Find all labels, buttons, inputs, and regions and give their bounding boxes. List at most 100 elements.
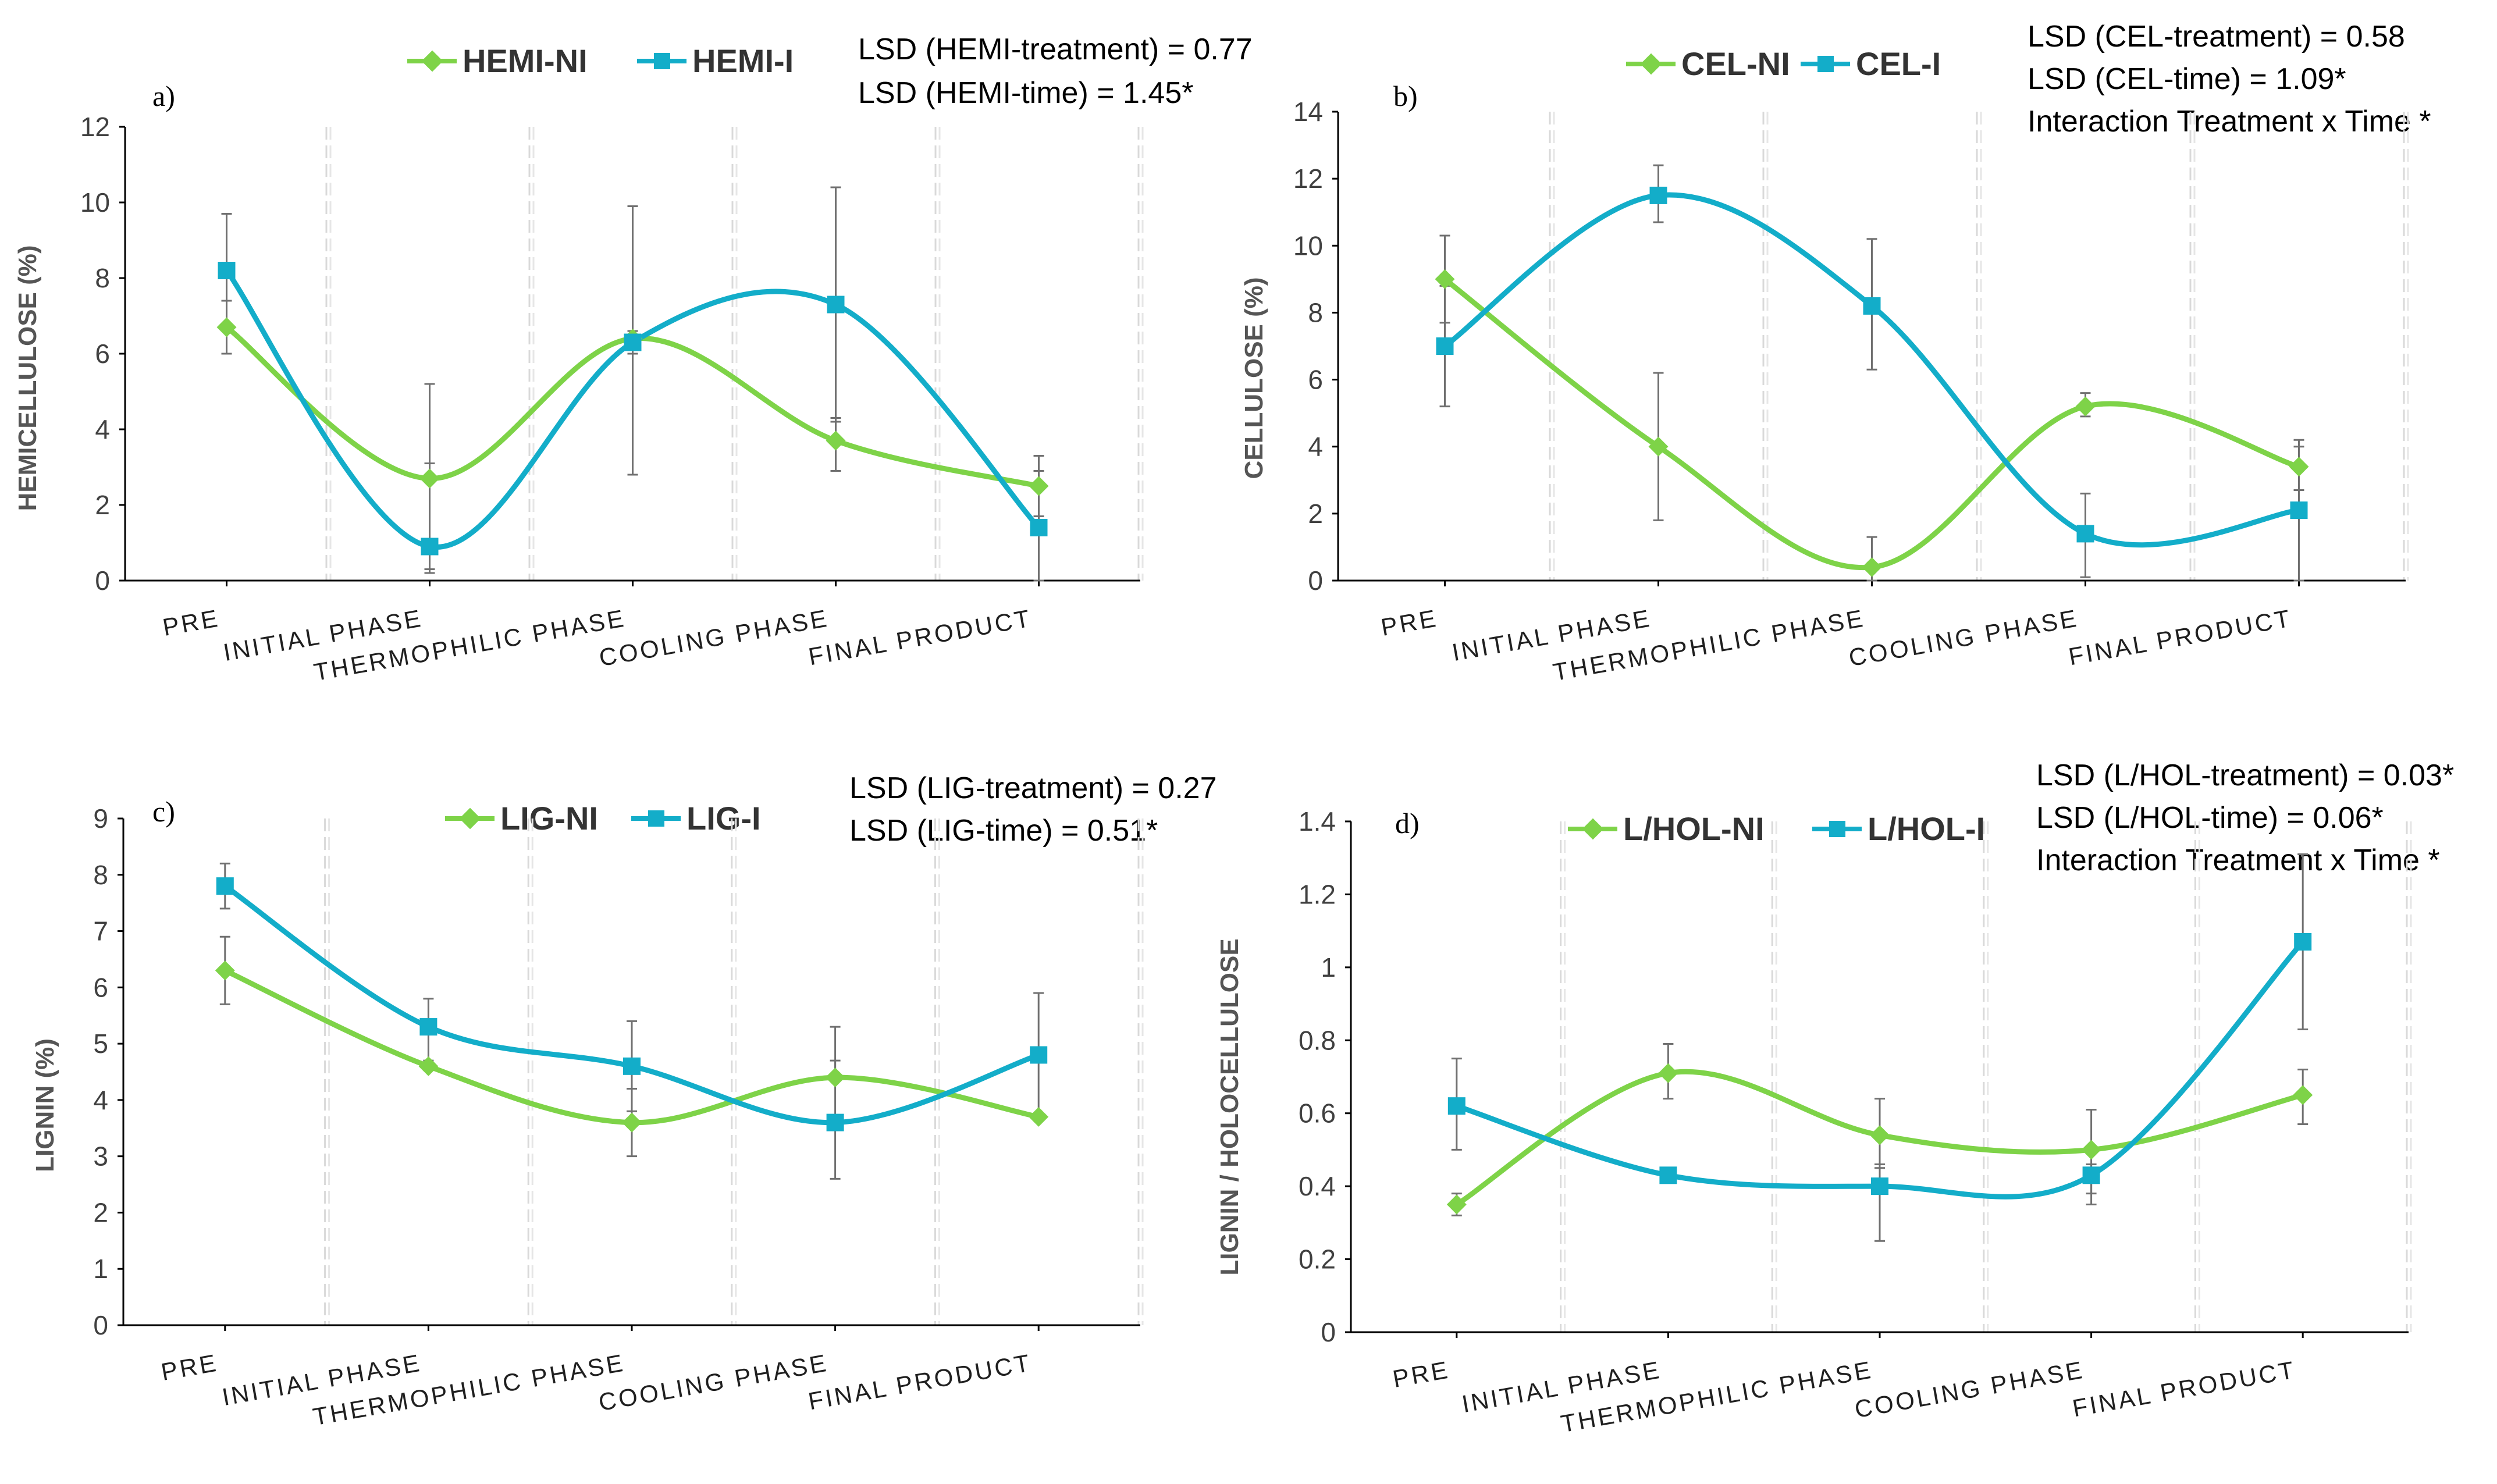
panel-c-y-tick-label: 8 — [93, 860, 108, 890]
panel-b-y-tick-label: 2 — [1308, 499, 1323, 529]
panel-a-lsd-time: LSD (HEMI-time) = 1.45* — [858, 76, 1194, 110]
data-point-l-hol-ni — [1658, 1063, 1678, 1083]
panel-d-legend: L/HOL-NI L/HOL-I — [1568, 810, 1985, 847]
panel-b-label: b) — [1393, 80, 1418, 112]
data-point-l-hol-i — [1659, 1166, 1677, 1184]
panel-c-legend-marker-ni — [459, 807, 481, 830]
panel-c-legend-label-ni: LIG-NI — [500, 800, 598, 837]
panel-c-y-tick-label: 2 — [93, 1197, 108, 1227]
data-point-hemi-ni — [419, 468, 440, 489]
data-point-hemi-i — [827, 296, 845, 314]
panel-a-legend-label-i: HEMI-I — [692, 42, 794, 79]
panel-a-y-tick-label: 6 — [95, 339, 110, 369]
panel-c-y-tick-label: 9 — [93, 803, 108, 834]
panel-c-y-tick-label: 6 — [93, 972, 108, 1002]
data-point-l-hol-ni — [1870, 1125, 1890, 1145]
data-point-lig-ni — [825, 1067, 845, 1088]
panel-d-legend-label-ni: L/HOL-NI — [1623, 810, 1765, 847]
panel-b-y-tick-label: 6 — [1308, 365, 1323, 395]
panel-d-y-tick-label: 0 — [1321, 1317, 1336, 1347]
panel-c-lsd-time: LSD (LIG-time) = 0.51* — [849, 814, 1158, 848]
panel-a-legend-marker-ni — [421, 50, 443, 72]
data-point-cel-i — [2290, 501, 2308, 519]
panel-a-y-tick-label: 12 — [80, 112, 110, 142]
panel-d-y-tick-label: 0.8 — [1299, 1025, 1336, 1055]
data-point-lig-i — [216, 877, 234, 895]
data-point-cel-i — [2076, 525, 2094, 543]
panel-c-y-axis-title: LIGNIN (%) — [31, 1038, 59, 1172]
panel-b-y-tick-label: 14 — [1293, 97, 1323, 127]
panel-d-label: d) — [1395, 807, 1420, 839]
data-point-hemi-ni — [826, 430, 846, 451]
panel-c-legend: LIG-NI LIG-I — [445, 800, 761, 837]
panel-c-lsd-treatment: LSD (LIG-treatment) = 0.27 — [849, 771, 1217, 805]
panel-b-y-tick-label: 8 — [1308, 297, 1323, 328]
panel-a-legend: HEMI-NI HEMI-I — [407, 42, 794, 79]
panel-d-y-tick-label: 0.4 — [1299, 1171, 1336, 1201]
panel-a-y-tick-label: 0 — [95, 565, 110, 596]
panel-b-legend: CEL-NI CEL-I — [1626, 45, 1941, 82]
data-point-lig-i — [419, 1018, 437, 1036]
panel-a-y-axis-title: HEMICELLULOSE (%) — [13, 245, 42, 511]
panel-c-y-tick-label: 3 — [93, 1141, 108, 1172]
panel-c-y-tick-label: 1 — [93, 1254, 108, 1284]
data-point-l-hol-ni — [2081, 1140, 2101, 1160]
panel-c-y-tick-label: 4 — [93, 1085, 108, 1115]
panel-d-legend-label-i: L/HOL-I — [1868, 810, 1985, 847]
panel-a-y-tick-label: 2 — [95, 490, 110, 520]
panel-a-legend-label-ni: HEMI-NI — [463, 42, 588, 79]
panel-c-legend-label-i: LIG-I — [687, 800, 761, 837]
panel-d-y-tick-label: 1 — [1321, 952, 1336, 983]
data-point-hemi-i — [624, 333, 642, 351]
panel-a-y-tick-label: 8 — [95, 263, 110, 293]
panel-c-legend-marker-i — [648, 810, 664, 827]
data-point-lig-i — [1030, 1046, 1048, 1064]
data-point-l-hol-ni — [1446, 1194, 1467, 1215]
panel-b-y-tick-label: 4 — [1308, 432, 1323, 462]
panel-c-label: c) — [152, 795, 175, 828]
data-point-cel-i — [1863, 297, 1881, 315]
data-point-hemi-i — [218, 262, 236, 279]
panel-b-lsd-treatment: LSD (CEL-treatment) = 0.58 — [2028, 20, 2405, 54]
panel-a-legend-marker-i — [654, 53, 670, 69]
data-point-lig-ni — [215, 960, 235, 981]
data-point-l-hol-i — [1871, 1177, 1888, 1195]
panel-b-interaction: Interaction Treatment x Time * — [2028, 105, 2431, 138]
panel-d-legend-marker-ni — [1582, 818, 1604, 840]
panel-c-y-tick-label: 0 — [93, 1310, 108, 1340]
data-point-hemi-ni — [216, 317, 237, 337]
panel-b-legend-marker-ni — [1640, 53, 1662, 75]
panel-c-y-tick-label: 5 — [93, 1029, 108, 1059]
panel-b-legend-label-ni: CEL-NI — [1681, 45, 1790, 82]
data-point-cel-i — [1649, 186, 1667, 204]
panel-a-lsd-treatment: LSD (HEMI-treatment) = 0.77 — [858, 33, 1253, 66]
panel-d-interaction: Interaction Treatment x Time * — [2036, 844, 2440, 877]
data-point-lig-i — [826, 1113, 844, 1131]
panel-d-y-axis-title: LIGNIN / HOLOCELLULOSE — [1215, 938, 1244, 1275]
panel-a-y-tick-label: 10 — [80, 187, 110, 218]
panel-d-y-tick-label: 1.2 — [1299, 879, 1336, 909]
panel-b-legend-label-i: CEL-I — [1856, 45, 1941, 82]
data-point-lig-ni — [622, 1112, 642, 1133]
panel-b-y-tick-label: 10 — [1293, 230, 1323, 261]
panel-a-y-tick-label: 4 — [95, 414, 110, 444]
series-line-hemi-i — [224, 268, 1041, 550]
data-point-l-hol-i — [1447, 1097, 1466, 1115]
data-point-l-hol-i — [2082, 1166, 2100, 1184]
panel-b-y-tick-label: 0 — [1308, 565, 1323, 596]
panel-d-y-tick-label: 1.4 — [1299, 806, 1336, 837]
data-point-hemi-i — [1030, 519, 1048, 536]
data-point-lig-i — [623, 1057, 641, 1075]
panel-a-label: a) — [152, 80, 175, 112]
panel-b-lsd-time: LSD (CEL-time) = 1.09* — [2028, 62, 2346, 96]
panel-c-y-tick-label: 7 — [93, 916, 108, 946]
data-point-hemi-ni — [1029, 476, 1049, 496]
data-point-hemi-i — [421, 538, 439, 556]
data-point-l-hol-i — [2294, 933, 2312, 951]
data-point-lig-ni — [1029, 1106, 1049, 1127]
data-point-lig-ni — [418, 1056, 439, 1076]
panel-b-y-tick-label: 12 — [1293, 163, 1323, 194]
series-line-hemi-ni — [224, 325, 1041, 489]
panel-d-lsd-treatment: LSD (L/HOL-treatment) = 0.03* — [2036, 759, 2454, 792]
